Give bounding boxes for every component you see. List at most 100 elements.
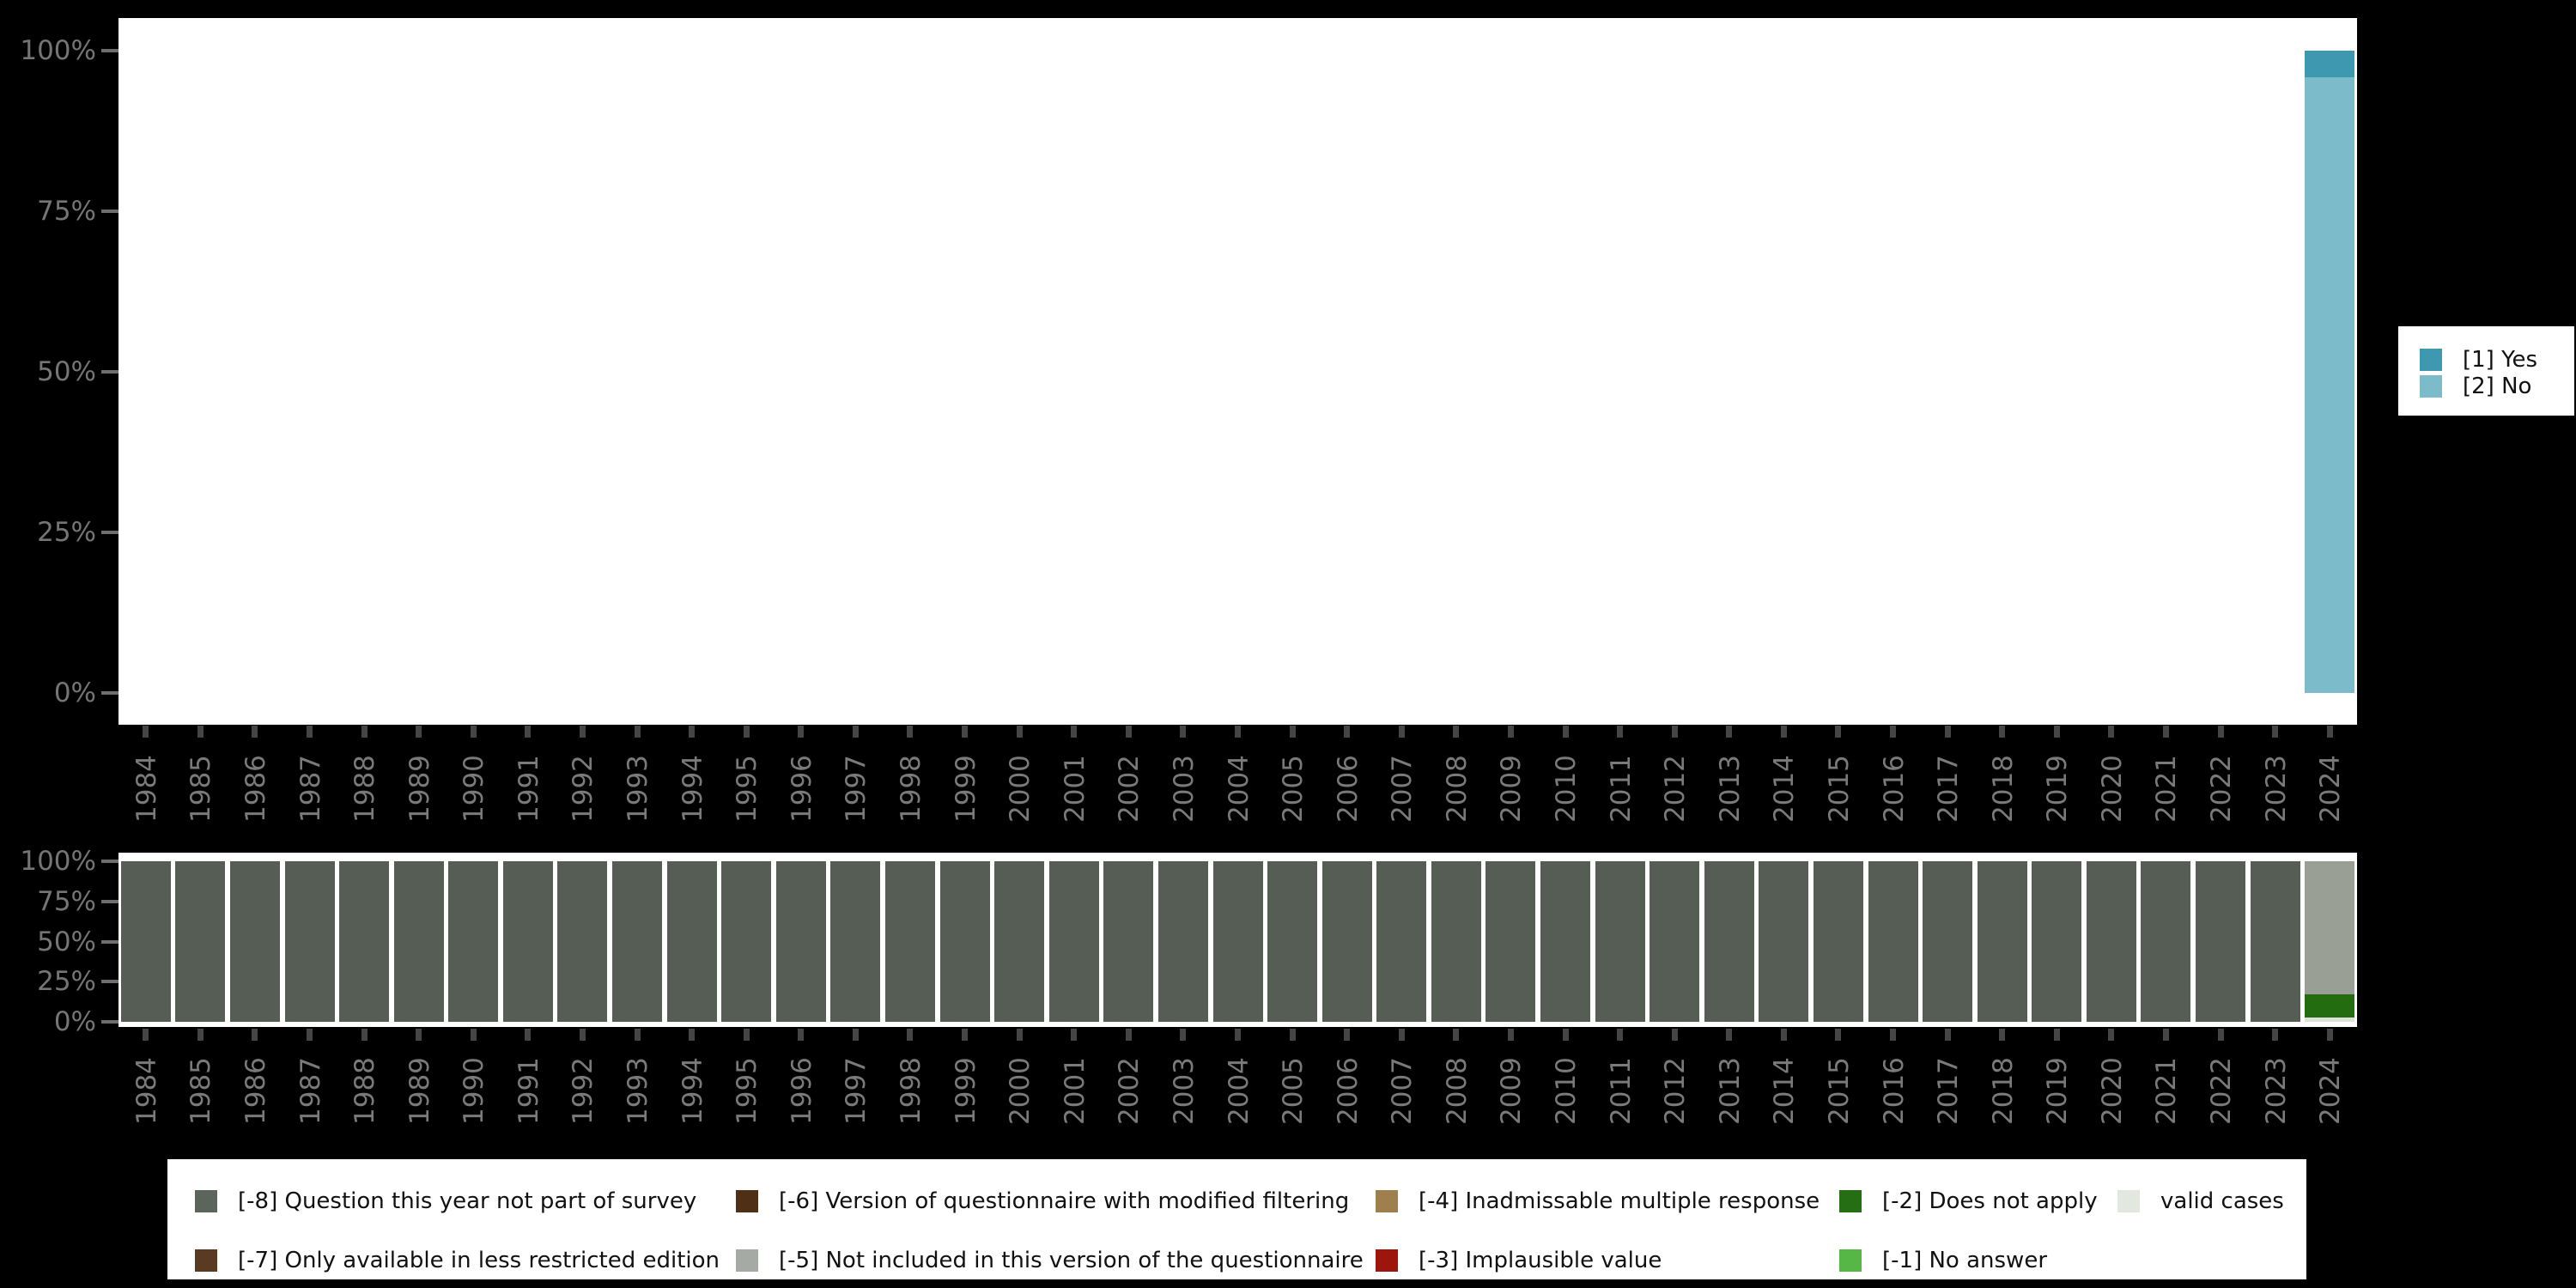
x-axis-year-label: 2019 bbox=[2042, 1057, 2074, 1125]
y-axis-label: 100% bbox=[20, 846, 96, 877]
x-axis-year-label: 2006 bbox=[1332, 1057, 1364, 1125]
legend-label: [-7] Only available in less restricted e… bbox=[238, 1248, 720, 1273]
x-axis-year-label: 2022 bbox=[2206, 755, 2238, 823]
bar-segment bbox=[1157, 861, 1208, 1022]
x-axis-tick bbox=[143, 726, 149, 738]
legend-label: [-2] Does not apply bbox=[1882, 1188, 2098, 1214]
bar-segment bbox=[1704, 861, 1754, 1022]
x-axis-tick bbox=[416, 726, 422, 738]
y-axis-tick bbox=[101, 980, 118, 984]
x-axis-tick bbox=[1999, 726, 2006, 738]
x-axis-tick bbox=[197, 1029, 204, 1041]
x-axis-tick bbox=[579, 726, 586, 738]
x-axis-year-label: 2018 bbox=[1987, 755, 2019, 823]
bar-segment bbox=[2305, 994, 2355, 1018]
x-axis-tick bbox=[2053, 726, 2060, 738]
y-axis-label: 50% bbox=[37, 356, 96, 387]
x-axis-year-label: 2023 bbox=[2260, 1057, 2292, 1125]
bar-segment bbox=[1048, 861, 1099, 1022]
bar-segment bbox=[1376, 861, 1427, 1022]
y-axis-label: 100% bbox=[20, 35, 96, 66]
legend-label: [2] No bbox=[2463, 374, 2532, 399]
bar-segment bbox=[666, 861, 717, 1022]
x-axis-year-label: 2001 bbox=[1059, 1057, 1091, 1125]
bar-segment bbox=[830, 861, 881, 1022]
x-axis-year-label: 2024 bbox=[2315, 1057, 2347, 1125]
x-axis-year-label: 1999 bbox=[950, 1057, 981, 1125]
x-axis-tick bbox=[2326, 726, 2333, 738]
x-axis-tick bbox=[1180, 1029, 1187, 1041]
x-axis-tick bbox=[361, 1029, 368, 1041]
x-axis-tick bbox=[252, 1029, 258, 1041]
x-axis-year-label: 1998 bbox=[895, 1057, 927, 1125]
x-axis-tick bbox=[1617, 1029, 1624, 1041]
y-axis-label: 25% bbox=[37, 966, 96, 998]
y-axis-label: 25% bbox=[37, 517, 96, 548]
x-axis-tick bbox=[1617, 726, 1624, 738]
x-axis-tick bbox=[1562, 1029, 1569, 1041]
bar-segment bbox=[884, 861, 935, 1022]
x-axis-year-label: 2013 bbox=[1714, 1057, 1746, 1125]
y-axis-tick bbox=[101, 531, 118, 534]
x-axis-year-label: 2014 bbox=[1769, 755, 1801, 823]
legend-label: [-5] Not included in this version of the… bbox=[779, 1248, 1364, 1273]
x-axis-year-label: 2013 bbox=[1714, 755, 1746, 823]
legend-label: [-4] Inadmissable multiple response bbox=[1419, 1188, 1820, 1214]
x-axis-year-label: 1995 bbox=[732, 755, 763, 823]
x-axis-year-label: 2018 bbox=[1987, 1057, 2019, 1125]
x-axis-year-label: 2004 bbox=[1223, 755, 1255, 823]
x-axis-year-label: 2001 bbox=[1059, 755, 1091, 823]
legend-label: [-3] Implausible value bbox=[1419, 1248, 1662, 1273]
x-axis-year-label: 2015 bbox=[1823, 755, 1855, 823]
x-axis-year-label: 2010 bbox=[1551, 1057, 1582, 1125]
x-axis-tick bbox=[1835, 726, 1842, 738]
x-axis-year-label: 1993 bbox=[623, 755, 654, 823]
y-axis-tick bbox=[101, 899, 118, 903]
x-axis-tick bbox=[1999, 1029, 2006, 1041]
legend-label: [-8] Question this year not part of surv… bbox=[238, 1188, 697, 1214]
x-axis-tick bbox=[1016, 726, 1023, 738]
x-axis-year-label: 2014 bbox=[1769, 1057, 1801, 1125]
x-axis-tick bbox=[1944, 726, 1951, 738]
bar-segment bbox=[1923, 861, 1973, 1022]
x-axis-tick bbox=[525, 1029, 532, 1041]
x-axis-tick bbox=[1780, 1029, 1787, 1041]
y-axis-label: 75% bbox=[37, 196, 96, 227]
y-axis-tick bbox=[101, 1020, 118, 1024]
bar-segment bbox=[339, 861, 390, 1022]
y-axis-label: 0% bbox=[53, 1006, 96, 1037]
bar-segment bbox=[2305, 51, 2355, 77]
x-axis-tick bbox=[743, 1029, 750, 1041]
x-axis-year-label: 2019 bbox=[2042, 755, 2074, 823]
bar-segment bbox=[502, 861, 553, 1022]
bar-segment bbox=[1595, 861, 1645, 1022]
x-axis-tick bbox=[1289, 1029, 1296, 1041]
legend-label: [1] Yes bbox=[2463, 347, 2538, 373]
x-axis-year-label: 2021 bbox=[2151, 755, 2183, 823]
missing-values-legend-box bbox=[167, 1159, 2306, 1279]
x-axis-tick bbox=[689, 726, 696, 738]
bar-segment bbox=[2141, 861, 2191, 1022]
x-axis-tick bbox=[798, 726, 805, 738]
y-axis-label: 75% bbox=[37, 885, 96, 917]
x-axis-year-label: 1998 bbox=[895, 755, 927, 823]
x-axis-year-label: 1996 bbox=[786, 1057, 817, 1125]
legend-swatch bbox=[1839, 1249, 1862, 1272]
x-axis-year-label: 2003 bbox=[1168, 1057, 1200, 1125]
x-axis-year-label: 2020 bbox=[2096, 755, 2128, 823]
bar-segment bbox=[2305, 1018, 2355, 1022]
x-axis-tick bbox=[1671, 1029, 1678, 1041]
x-axis-year-label: 1993 bbox=[623, 1057, 654, 1125]
x-axis-year-label: 2008 bbox=[1441, 755, 1473, 823]
x-axis-year-label: 2011 bbox=[1605, 1057, 1637, 1125]
x-axis-tick bbox=[1562, 726, 1569, 738]
x-axis-tick bbox=[907, 726, 914, 738]
x-axis-tick bbox=[525, 726, 532, 738]
bar-segment bbox=[1868, 861, 1918, 1022]
x-axis-year-label: 1985 bbox=[185, 1057, 217, 1125]
x-axis-year-label: 1987 bbox=[295, 1057, 326, 1125]
x-axis-tick bbox=[2326, 1029, 2333, 1041]
x-axis-tick bbox=[1453, 1029, 1460, 1041]
x-axis-tick bbox=[579, 1029, 586, 1041]
